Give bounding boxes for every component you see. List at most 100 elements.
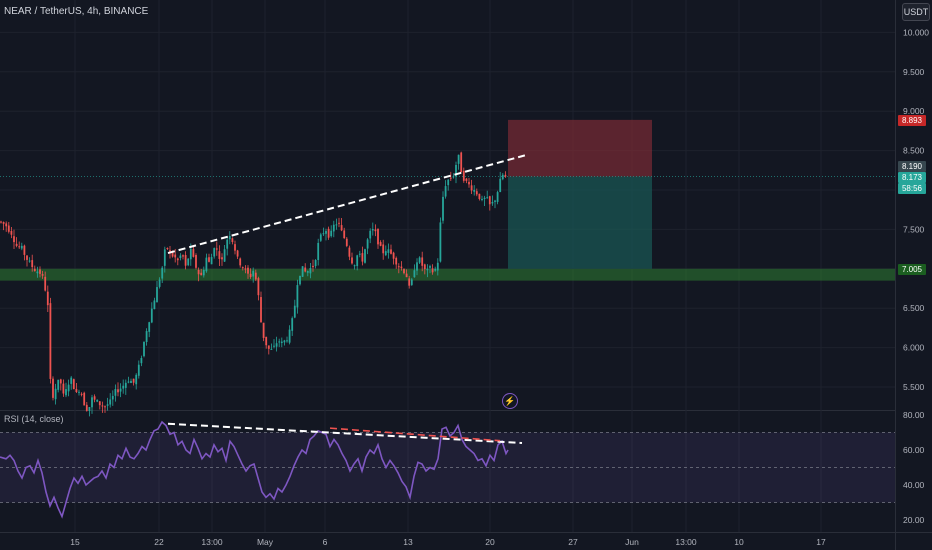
candle-body [499,178,502,193]
rsi-line [0,420,509,519]
candle-body [405,273,408,278]
candle-body [244,268,247,270]
candle-body [392,252,395,259]
candle-body [335,224,338,226]
candle-body [169,250,171,252]
candle-body [447,179,450,186]
candle-body [338,222,340,224]
candle-body [351,257,353,264]
candle-body [189,248,192,260]
time-tick-label: May [257,537,274,547]
candle-body [249,273,252,278]
candle-body [0,221,2,223]
stop-loss-zone [508,119,652,177]
candle-body [200,272,203,276]
candle-body [96,399,99,402]
candle-body [59,379,62,384]
candle-body [374,229,377,232]
candle-body [161,267,164,279]
candle-body [18,246,21,248]
candle-body [444,186,447,197]
candle-body [449,177,452,179]
time-tick-label: 27 [568,537,578,547]
candle-body [213,248,216,257]
candle-body [496,192,499,202]
candle-body [283,340,286,343]
candle-body [252,270,255,277]
candle-body [111,395,114,400]
currency-unit-button[interactable]: USDT [902,3,930,21]
candle-body [13,236,15,243]
candle-body [306,271,309,273]
candle-body [127,381,130,383]
candle-body [348,247,351,257]
candle-body [231,238,234,243]
candle-body [478,193,481,199]
candle-body [296,285,299,308]
candle-body [501,174,504,180]
candle-body [390,249,392,254]
candle-body [291,318,294,331]
candle-body [33,268,36,272]
candle-body [2,222,5,224]
time-tick-label: Jun [625,537,639,547]
candle-body [143,341,145,357]
candle-body [371,228,374,231]
candle-body [179,255,182,259]
time-tick-label: 10 [734,537,744,547]
candle-body [280,341,283,344]
rsi-tick-label: 20.00 [903,515,925,525]
candle-body [70,377,73,384]
candle-body [205,257,208,272]
candle-body [436,262,439,271]
time-tick-label: 17 [816,537,826,547]
candle-body [504,174,507,177]
candle-body [135,374,138,385]
candle-body [442,196,444,221]
candle-body [132,378,135,383]
candle-body [384,251,387,256]
candle-body [356,255,359,267]
candle-body [273,345,275,347]
candle-body [403,269,405,274]
candle-body [150,308,153,323]
candle-body [15,243,18,246]
support-price-badge: 7.005 [898,264,926,275]
price-tick-label: 6.500 [903,303,925,313]
candle-body [49,303,52,379]
candle-body [83,392,86,406]
candle-body [65,389,67,396]
stop-price-badge: 8.893 [898,115,926,126]
candle-body [267,345,270,349]
candle-body [317,242,320,261]
candle-body [20,245,23,249]
candle-body [221,257,223,260]
candle-body [239,258,242,266]
candle-body [78,391,80,393]
candle-body [23,245,26,255]
candle-body [192,249,195,257]
candle-body [80,393,83,395]
candle-body [254,272,257,280]
lightning-icon[interactable]: ⚡ [502,393,518,409]
candle-body [494,200,496,202]
candle-body [330,230,333,237]
candle-body [413,270,416,278]
candle-body [369,230,372,239]
candle-body [171,252,174,257]
candle-body [262,322,265,338]
countdown-badge: 58:56 [898,183,926,194]
candle-body [439,222,442,262]
candle-body [301,266,304,277]
time-tick-label: 6 [323,537,328,547]
candle-body [145,331,148,342]
candle-body [327,228,330,238]
candle-body [483,197,486,200]
candle-body [418,257,421,263]
candle-body [340,225,343,231]
candle-body [270,348,273,350]
candle-body [91,397,93,408]
rsi-indicator-title[interactable]: RSI (14, close) [4,414,64,424]
candle-body [106,404,109,406]
